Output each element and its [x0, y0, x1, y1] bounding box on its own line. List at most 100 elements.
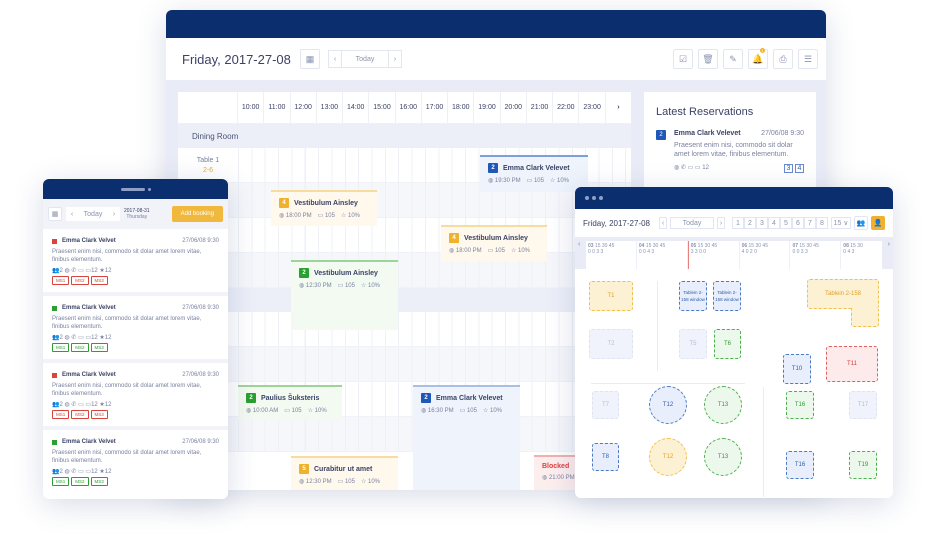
mobile-titlebar [43, 179, 228, 199]
table-big[interactable]: Tablein 2-158 [807, 279, 879, 309]
check-icon[interactable]: ☑ [673, 49, 693, 69]
timeline-grid: 10:00 11:00 12:00 13:00 14:00 15:00 16:0… [178, 92, 631, 490]
reservation-item[interactable]: 2 Emma Clark Velevet 27/06/08 9:30 Praese… [656, 130, 804, 173]
booking-card[interactable]: Emma Clark Velvet 27/06/08 9:30 Praesent … [43, 363, 228, 430]
today-button[interactable]: Today [670, 217, 714, 229]
booking-block[interactable]: 2 Emma Clark Velevet ◍ 16:30 PM ▭ 105 ☆ 10% [413, 385, 520, 490]
trash-icon[interactable]: 🗑 [698, 49, 718, 69]
time-label: 17:00 [420, 92, 447, 123]
table-t7[interactable]: T7 [592, 391, 619, 419]
floor-header: Friday, 2017-27-08 ‹ Today › 1 2 3 4 5 6… [575, 209, 893, 237]
booking-block[interactable]: 4 Vestibulum Ainsley ◍ 18:00 PM ▭ 105 ☆ 10% [441, 225, 547, 261]
page-button[interactable]: 5 [780, 217, 792, 229]
table-row [178, 347, 631, 382]
next-time-button[interactable]: › [887, 241, 890, 248]
booking-block[interactable]: 2 Vestibulum Ainsley ◍ 12:30 PM ▭ 105 ☆ 10% [291, 260, 398, 330]
guest-count-badge: 2 [421, 393, 431, 403]
table-t6[interactable]: T6 [714, 329, 741, 359]
today-button[interactable]: Today [78, 207, 108, 221]
prev-day-button[interactable]: ‹ [659, 217, 667, 229]
table-window-1[interactable]: Tablein 2-158 window [679, 281, 707, 311]
table-t13-a[interactable]: T13 [704, 386, 742, 424]
table-t16-a[interactable]: T16 [786, 391, 814, 419]
table-t12-a[interactable]: T12 [649, 386, 687, 424]
booking-card[interactable]: Emma Clark Velvet 27/06/08 9:30 Praesent … [43, 296, 228, 363]
next-time-button[interactable]: › [604, 92, 631, 123]
booking-card[interactable]: Emma Clark Velvet 27/06/08 9:30 Praesent … [43, 430, 228, 493]
tag: MS2 [71, 343, 89, 352]
room-header: Dining Room [178, 124, 631, 148]
interval-select[interactable]: 15 ∨ [831, 217, 851, 229]
tag: MS2 [71, 477, 89, 486]
page-button[interactable]: 7 [804, 217, 816, 229]
mobile-toolbar: ▦ ‹ Today › 2017-08-31 Thursday Add booki… [43, 199, 228, 229]
bell-icon[interactable]: 🔔 1 [748, 48, 768, 69]
time-label: 15:00 [368, 92, 394, 123]
time-label: 16:00 [394, 92, 421, 123]
booking-block[interactable]: 2 Paulius Šuksteris ◍ 10:00 AM ▭ 105 ☆ 10% [238, 385, 342, 420]
booking-block[interactable]: 5 Curabitur ut amet ◍ 12:30 PM ▭ 105 ☆ 10% [291, 456, 398, 490]
page-button[interactable]: 4 [768, 217, 780, 229]
group-icon[interactable]: 👥 [854, 216, 868, 230]
calendar-picker-button[interactable]: ▦ [300, 49, 320, 69]
next-day-button[interactable]: › [108, 207, 120, 221]
star-icon: ☆ 10% [307, 408, 327, 414]
table-t8[interactable]: T8 [592, 443, 619, 471]
prev-day-button[interactable]: ‹ [328, 50, 342, 68]
page-button[interactable]: 3 [784, 164, 793, 173]
booking-card[interactable]: Emma Clark Velvet 27/06/08 9:30 Praesent … [43, 229, 228, 296]
booking-date: 27/06/08 9:30 [182, 439, 219, 445]
booking-block[interactable]: 2 Emma Clark Velevet ◍ 19:30 PM ▭ 105 ☆ 10% [480, 155, 588, 192]
list-icon[interactable]: ☰ [798, 49, 818, 69]
table-t2[interactable]: T2 [589, 329, 633, 359]
globe-icon: ◍ 10:00 AM [246, 408, 279, 414]
table-t16-b[interactable]: T16 [786, 451, 814, 479]
printer-icon[interactable]: ⎙ [773, 49, 793, 69]
table-t5[interactable]: T5 [679, 329, 707, 359]
prev-time-button[interactable]: ‹ [578, 241, 581, 248]
table-t17[interactable]: T17 [849, 391, 877, 419]
floor-plan-window: Friday, 2017-27-08 ‹ Today › 1 2 3 4 5 6… [575, 187, 893, 498]
blocked-label: Blocked [542, 463, 570, 470]
time-label: 12:00 [289, 92, 316, 123]
status-indicator [52, 439, 57, 445]
next-day-button[interactable]: › [717, 217, 725, 229]
status-indicator [52, 372, 57, 378]
page-button[interactable]: 6 [792, 217, 804, 229]
today-button[interactable]: Today [342, 50, 388, 68]
page-button[interactable]: 8 [816, 217, 828, 229]
next-day-button[interactable]: › [388, 50, 402, 68]
table-t1[interactable]: T1 [589, 281, 633, 311]
page-button[interactable]: 4 [795, 164, 804, 173]
table-t19[interactable]: T19 [849, 451, 877, 479]
table-t12-b[interactable]: T12 [649, 438, 687, 476]
guest-count-badge: 4 [449, 233, 459, 243]
time-label: 21:00 [525, 92, 552, 123]
calendar-icon: ▭ 105 [526, 178, 544, 184]
table-t13-b[interactable]: T13 [704, 438, 742, 476]
guest-name: Curabitur ut amet [314, 465, 373, 473]
mobile-bookings-window: ▦ ‹ Today › 2017-08-31 Thursday Add booki… [43, 179, 228, 499]
star-icon: ☆ 10% [549, 178, 570, 184]
tag: MS3 [90, 477, 108, 486]
prev-day-button[interactable]: ‹ [66, 207, 78, 221]
booking-note: Praesent enim nisi, commodo sit dolar am… [52, 383, 202, 397]
star-icon: ☆ 10% [340, 213, 361, 219]
page-button[interactable]: 1 [732, 217, 744, 229]
globe-icon: ◍ 18:00 PM [449, 248, 482, 254]
add-booking-button[interactable]: Add booking [171, 206, 223, 222]
table-t10[interactable]: T10 [783, 354, 811, 384]
add-user-icon[interactable]: 👤 [871, 216, 885, 230]
time-label: 11:00 [263, 92, 289, 123]
page-button[interactable]: 3 [756, 217, 768, 229]
table-window-2[interactable]: Tablein 2-158 window [713, 281, 741, 311]
calendar-icon: ▭ 105 [284, 408, 302, 414]
page-button[interactable]: 2 [744, 217, 756, 229]
time-label: 23:00 [578, 92, 604, 123]
table-t11[interactable]: T11 [826, 346, 878, 382]
globe-icon: ◍ 12:30 PM [299, 479, 332, 485]
calendar-picker-button[interactable]: ▦ [48, 207, 62, 221]
time-label: 20:00 [499, 92, 526, 123]
booking-block[interactable]: 4 Vestibulum Ainsley ◍ 18:00 PM ▭ 105 ☆ 10% [271, 190, 377, 226]
edit-icon[interactable]: ✎ [723, 49, 743, 69]
